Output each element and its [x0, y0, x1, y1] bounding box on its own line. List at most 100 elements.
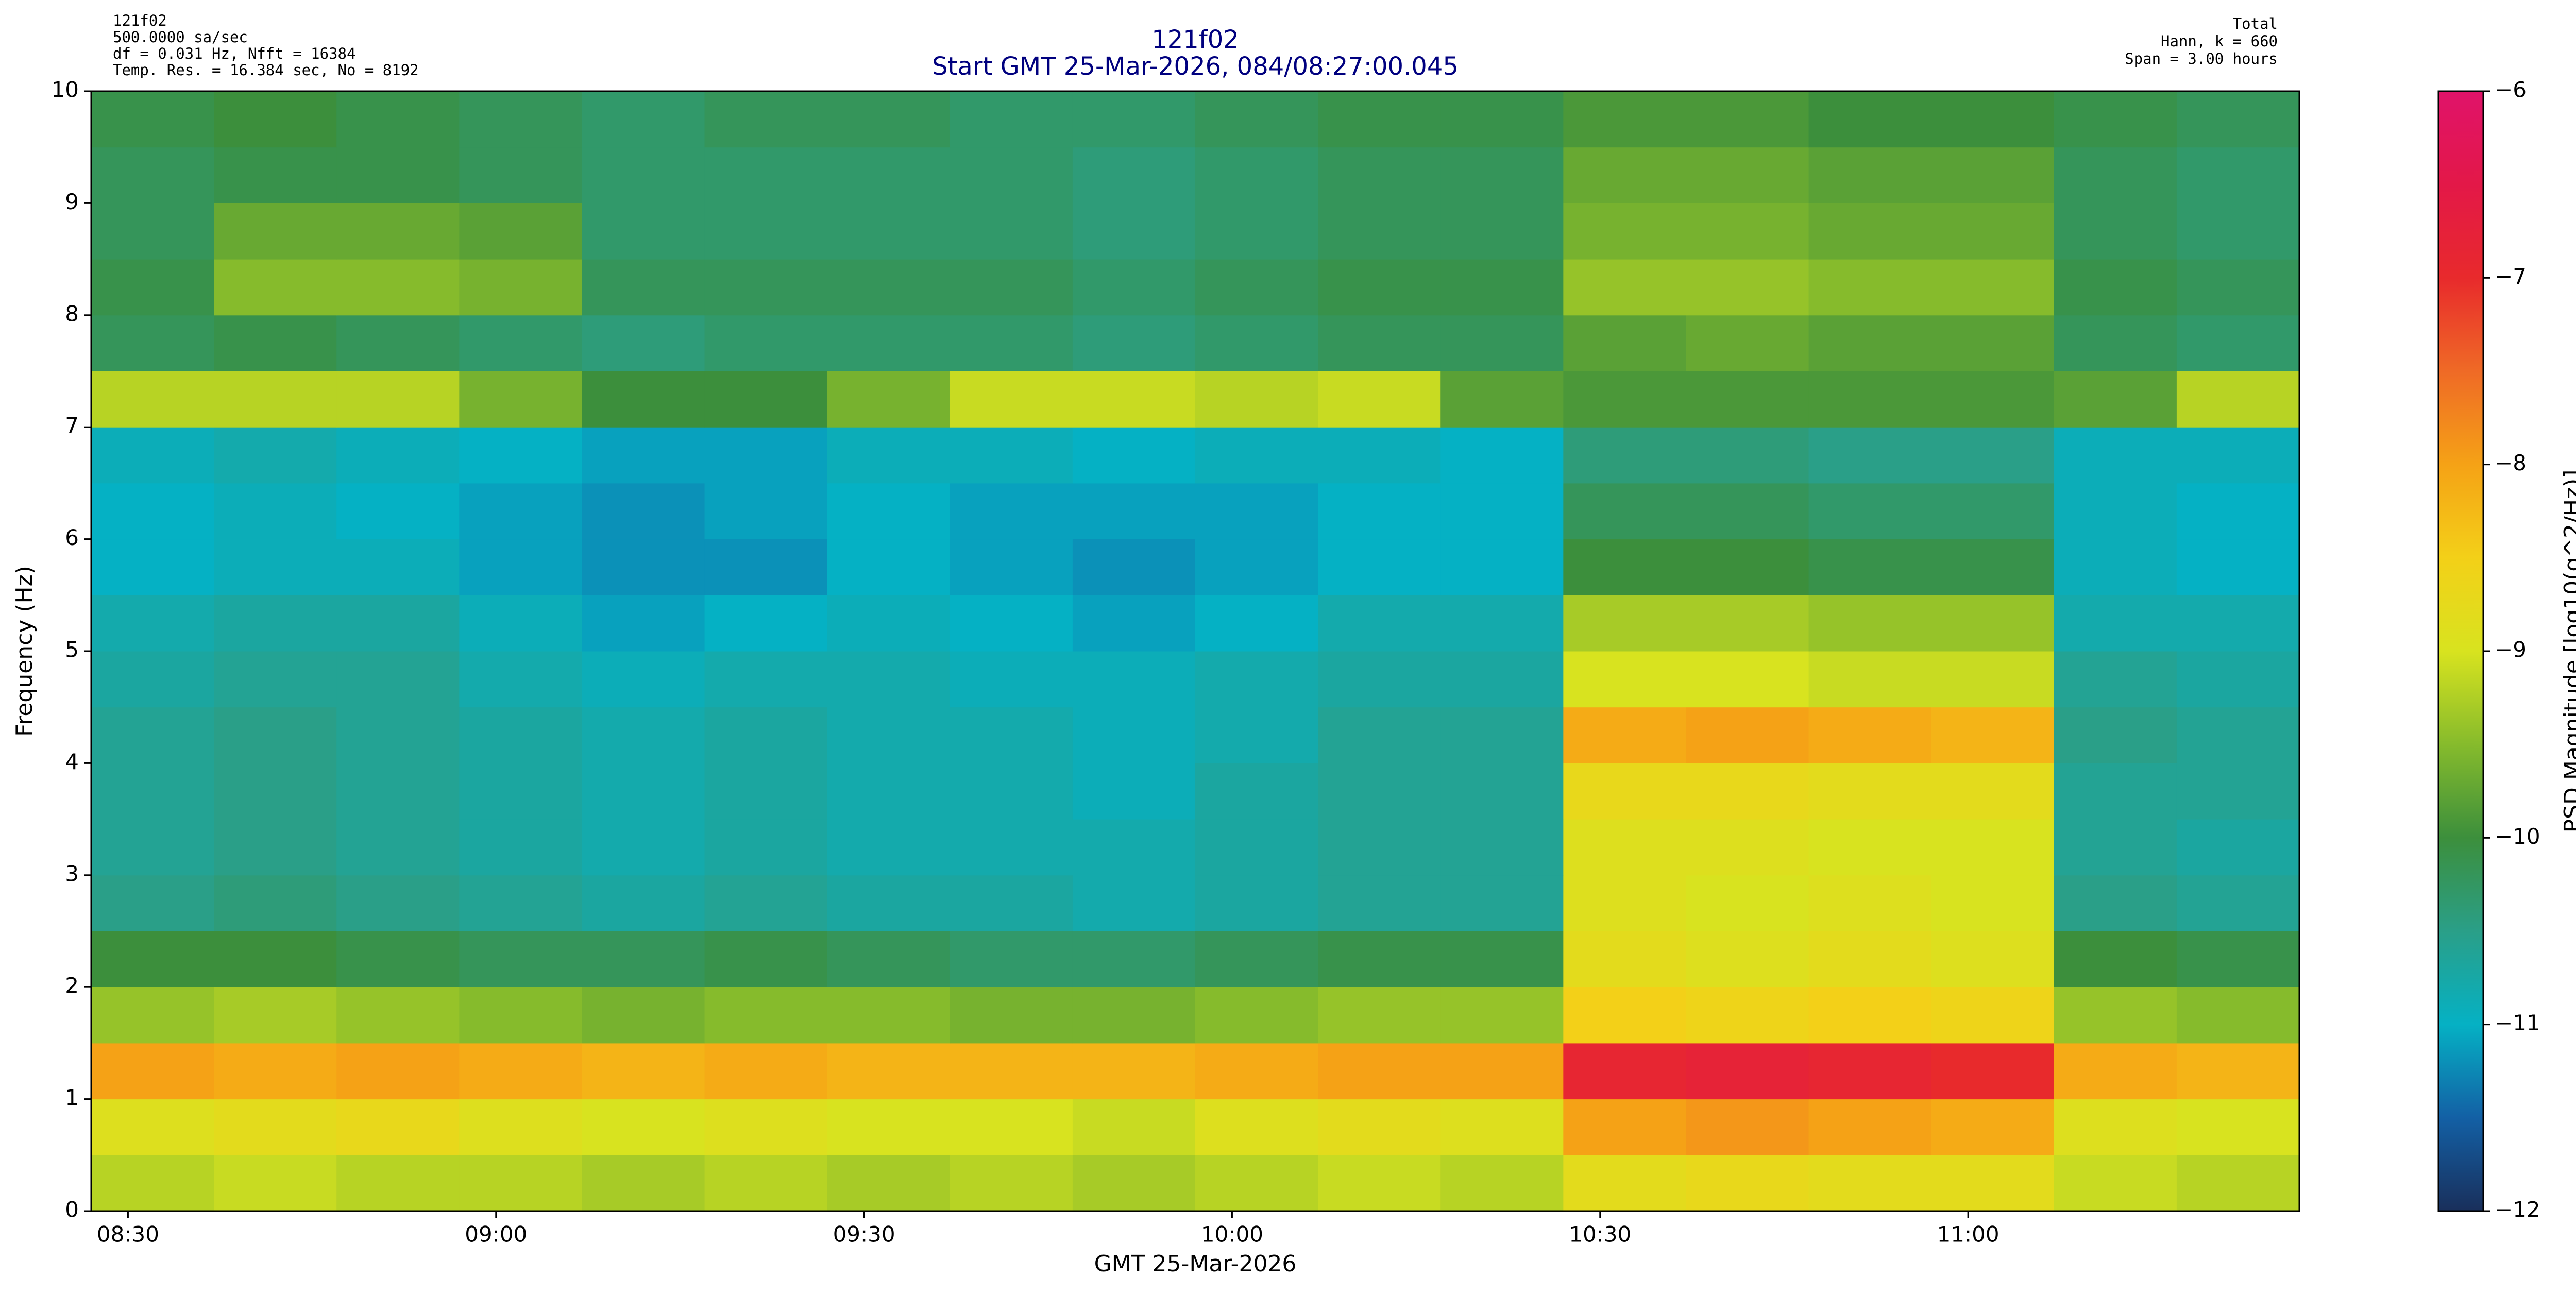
heatmap-cell — [2176, 147, 2300, 203]
heatmap-cell — [1318, 259, 1441, 316]
heatmap-cell — [1318, 483, 1441, 540]
heatmap-cell — [1931, 483, 2055, 540]
heatmap-cell — [459, 875, 582, 931]
heatmap-cell — [2054, 91, 2177, 148]
heatmap-cell — [1563, 595, 1686, 652]
y-tick-label: 3 — [65, 861, 79, 886]
heatmap-cell — [1318, 91, 1441, 148]
heatmap-cell — [1318, 819, 1441, 876]
y-tick-label: 4 — [65, 749, 79, 774]
heatmap-cell — [459, 315, 582, 371]
heatmap-cell — [459, 427, 582, 484]
annotation-left: 121f02 — [113, 12, 167, 29]
heatmap-cell — [2176, 259, 2300, 316]
heatmap-cell — [1808, 427, 1932, 484]
x-axis-label: GMT 25-Mar-2026 — [1094, 1251, 1297, 1277]
heatmap-cell — [950, 315, 1073, 371]
heatmap-cell — [950, 651, 1073, 708]
x-tick-label: 09:00 — [465, 1222, 527, 1247]
heatmap-cell — [1931, 539, 2055, 595]
heatmap-cell — [1440, 651, 1564, 708]
heatmap-cell — [1195, 819, 1318, 876]
heatmap-cell — [1318, 763, 1441, 820]
heatmap-cell — [459, 651, 582, 708]
heatmap-cell — [1072, 483, 1196, 540]
annotation-left: df = 0.031 Hz, Nfft = 16384 — [113, 45, 355, 62]
heatmap-cell — [1440, 987, 1564, 1044]
heatmap-cell — [827, 483, 951, 540]
heatmap-cell — [1318, 203, 1441, 260]
heatmap-cell — [91, 1099, 214, 1155]
heatmap-cell — [1072, 259, 1196, 316]
heatmap-cell — [214, 427, 337, 484]
heatmap-cell — [91, 91, 214, 148]
heatmap-cell — [2054, 707, 2177, 763]
heatmap-cell — [1072, 1043, 1196, 1100]
heatmap-cell — [704, 651, 828, 708]
heatmap-cell — [1563, 1043, 1686, 1100]
heatmap-cell — [336, 875, 460, 931]
heatmap-cell — [2176, 931, 2300, 987]
heatmap-cell — [214, 91, 337, 148]
heatmap-cell — [827, 987, 951, 1044]
heatmap-cell — [336, 1043, 460, 1100]
x-tick-label: 10:30 — [1569, 1222, 1631, 1247]
heatmap-cell — [2176, 707, 2300, 763]
heatmap-cell — [1195, 651, 1318, 708]
heatmap-cell — [1808, 651, 1932, 708]
heatmap-cell — [336, 483, 460, 540]
heatmap-cell — [1931, 315, 2055, 371]
y-tick-label: 5 — [65, 637, 79, 662]
heatmap-cell — [1563, 819, 1686, 876]
heatmap-cell — [1072, 707, 1196, 763]
heatmap-cell — [950, 371, 1073, 428]
heatmap-cell — [1686, 1155, 1809, 1212]
heatmap-cell — [91, 875, 214, 931]
y-tick-label: 1 — [65, 1085, 79, 1110]
heatmap-cell — [336, 931, 460, 987]
heatmap-cell — [1318, 1155, 1441, 1212]
heatmap-cell — [1808, 371, 1932, 428]
heatmap-cell — [1931, 1155, 2055, 1212]
heatmap-cell — [704, 819, 828, 876]
heatmap-cell — [1563, 371, 1686, 428]
y-tick-label: 9 — [65, 189, 79, 214]
heatmap-cell — [1686, 931, 1809, 987]
heatmap-cell — [336, 819, 460, 876]
heatmap-cell — [1195, 763, 1318, 820]
heatmap-cell — [827, 931, 951, 987]
heatmap-cell — [336, 651, 460, 708]
heatmap-cell — [1318, 987, 1441, 1044]
heatmap-cell — [2054, 203, 2177, 260]
heatmap-cell — [704, 1155, 828, 1212]
heatmap-cell — [1686, 371, 1809, 428]
heatmap-cell — [1440, 875, 1564, 931]
heatmap-cell — [214, 819, 337, 876]
heatmap-cell — [1440, 1155, 1564, 1212]
heatmap-cell — [704, 539, 828, 595]
heatmap-cell — [214, 595, 337, 652]
heatmap-cell — [1808, 259, 1932, 316]
heatmap-cell — [1563, 931, 1686, 987]
heatmap-cell — [1563, 147, 1686, 203]
heatmap-cell — [1563, 483, 1686, 540]
heatmap-cell — [2054, 427, 2177, 484]
annotation-right: Hann, k = 660 — [2161, 32, 2278, 50]
heatmap-cell — [950, 259, 1073, 316]
heatmap-cell — [1440, 427, 1564, 484]
heatmap-cell — [950, 1155, 1073, 1212]
heatmap-cell — [704, 427, 828, 484]
heatmap-cell — [1440, 763, 1564, 820]
heatmap-cell — [1808, 203, 1932, 260]
heatmap-cell — [1072, 651, 1196, 708]
x-tick-label: 08:30 — [97, 1222, 159, 1247]
heatmap-cell — [1686, 651, 1809, 708]
colorbar-tick-label: −7 — [2495, 264, 2527, 289]
heatmap-cell — [1072, 539, 1196, 595]
heatmap-cell — [2054, 987, 2177, 1044]
heatmap-cell — [1195, 987, 1318, 1044]
heatmap-cell — [1072, 595, 1196, 652]
heatmap-cell — [1440, 483, 1564, 540]
heatmap-cell — [582, 819, 705, 876]
heatmap-cell — [214, 371, 337, 428]
